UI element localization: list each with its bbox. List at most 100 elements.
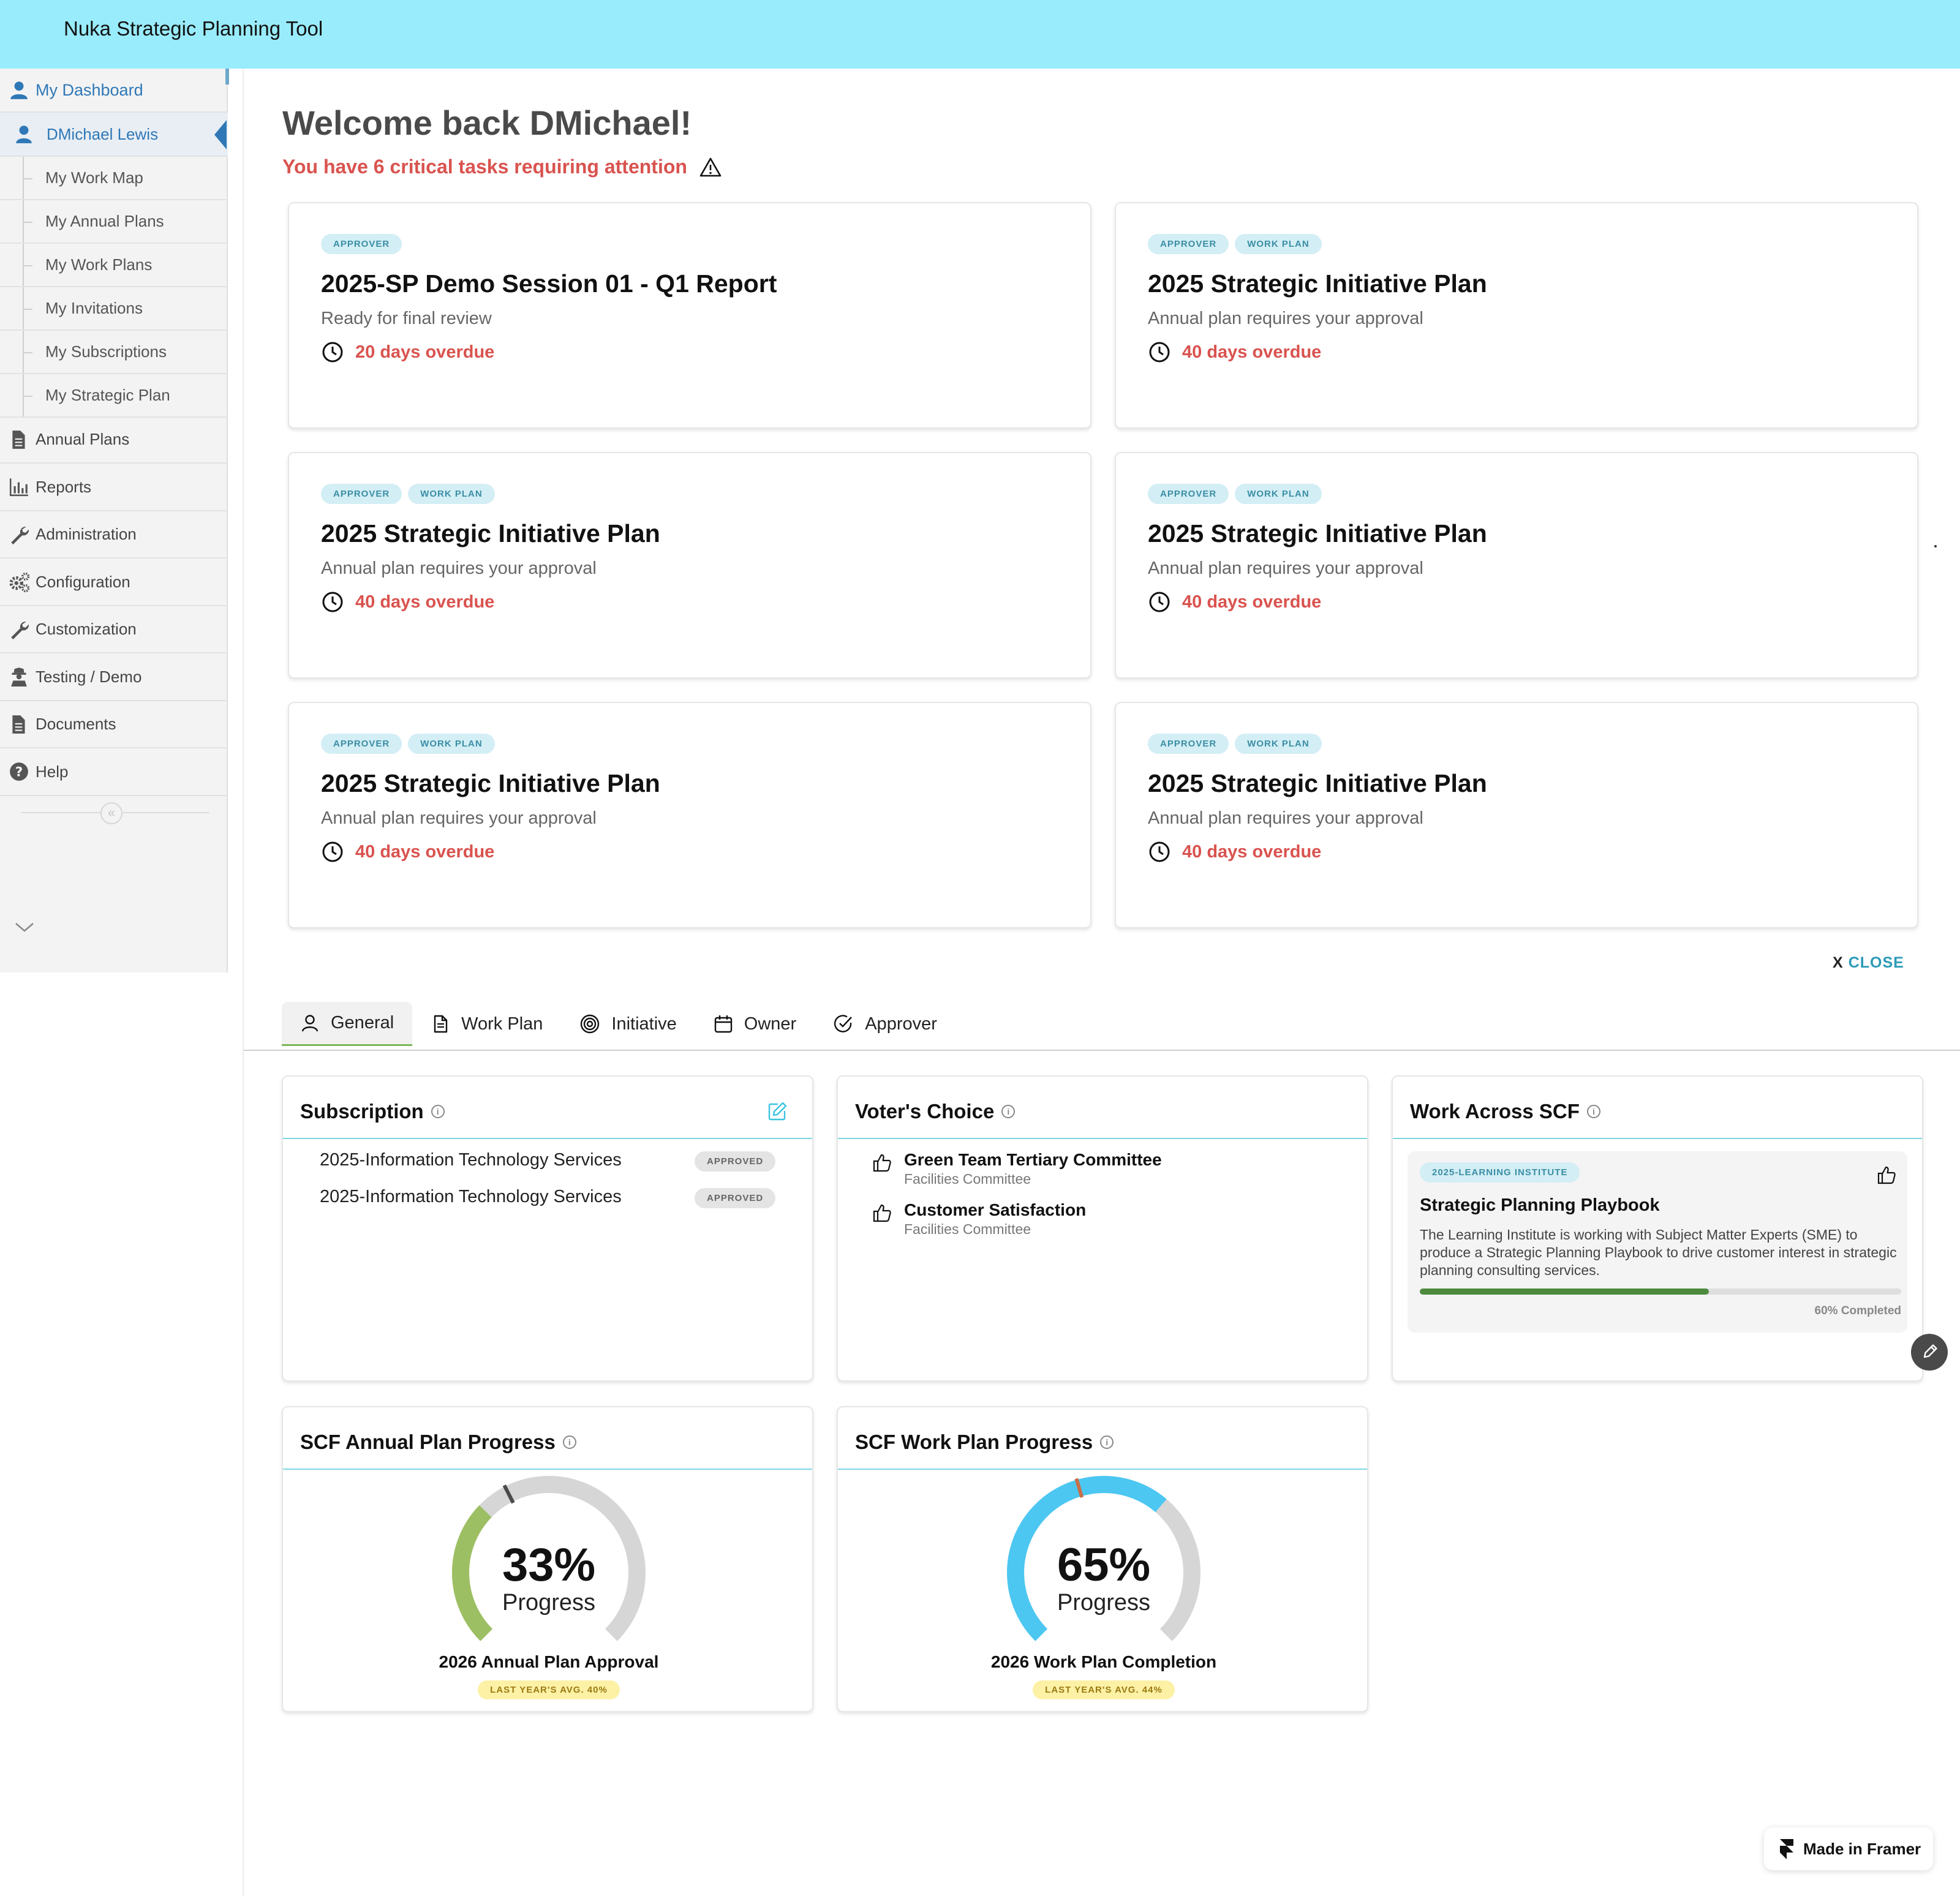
subscription-name[interactable]: 2025-Information Technology Services [320, 1187, 622, 1206]
info-icon[interactable]: i [431, 1105, 445, 1118]
wrench-icon [11, 621, 29, 639]
collapse-sidebar-button[interactable]: « [100, 802, 123, 824]
progress-bar [1420, 1288, 1901, 1295]
target-icon [581, 1014, 600, 1034]
role-tag: APPROVER [321, 734, 402, 754]
tab-label: Initiative [611, 1014, 677, 1034]
task-title[interactable]: 2025 Strategic Initiative Plan [321, 519, 660, 547]
overdue-text: 40 days overdue [1182, 592, 1322, 612]
tab-general[interactable]: General [282, 1002, 413, 1046]
widget-title-text: SCF Annual Plan Progress [300, 1431, 556, 1453]
sidebar-subitem[interactable]: My Strategic Plan [0, 374, 228, 418]
tab-work-plan[interactable]: Work Plan [412, 1002, 561, 1046]
task-title[interactable]: 2025-SP Demo Session 01 - Q1 Report [321, 269, 777, 298]
widget-title: Work Across SCF i [1410, 1100, 1600, 1123]
sidebar-subitem[interactable]: My Work Plans [0, 244, 228, 287]
tree-tick [24, 396, 32, 397]
gauge-label: Progress [502, 1590, 596, 1616]
sidebar-item-administration[interactable]: Administration [0, 511, 228, 559]
sidebar-item-help[interactable]: ? Help [0, 749, 228, 796]
task-description: Ready for final review [321, 309, 492, 328]
role-tag: WORK PLAN [1235, 484, 1322, 504]
tabs-divider [244, 1050, 1960, 1051]
stray-dot [1934, 545, 1937, 547]
sidebar-subitem-label: My Subscriptions [45, 342, 167, 361]
sidebar: My Dashboard DMichael Lewis My Work Map M… [0, 69, 229, 972]
work-across-widget: Work Across SCF i 2025-LEARNING INSTITUT… [1392, 1075, 1923, 1382]
task-card[interactable]: APPROVER WORK PLAN 2025 Strategic Initiati… [1115, 452, 1918, 679]
sidebar-subitem-label: My Work Map [45, 168, 143, 187]
close-tasks-button[interactable]: X CLOSE [1833, 954, 1904, 972]
task-due: 40 days overdue [321, 590, 494, 614]
sidebar-item-documents[interactable]: Documents [0, 701, 228, 748]
info-icon[interactable]: i [1100, 1435, 1114, 1449]
task-description: Annual plan requires your approval [321, 559, 597, 578]
task-card[interactable]: APPROVER 2025-SP Demo Session 01 - Q1 Rep… [288, 202, 1091, 429]
made-in-framer-badge[interactable]: Made in Framer [1764, 1827, 1933, 1870]
gauge-percent: 65% [1057, 1539, 1151, 1591]
sidebar-subitem[interactable]: My Subscriptions [0, 331, 228, 374]
role-tag: APPROVER [321, 234, 402, 254]
vote-item[interactable]: Customer Satisfaction Facilities Committ… [872, 1200, 1086, 1238]
sidebar-item-reports[interactable]: Reports [0, 464, 228, 511]
subscription-name[interactable]: 2025-Information Technology Services [320, 1150, 622, 1170]
sidebar-subitem[interactable]: My Invitations [0, 287, 228, 331]
task-card[interactable]: APPROVER WORK PLAN 2025 Strategic Initiati… [1115, 202, 1918, 429]
widget-title-text: Voter's Choice [855, 1100, 995, 1123]
info-icon[interactable]: i [1586, 1105, 1600, 1118]
role-tag: APPROVER [1148, 234, 1229, 254]
sidebar-item-annual-plans[interactable]: Annual Plans [0, 416, 228, 464]
floating-edit-button[interactable] [1911, 1334, 1948, 1371]
warning-icon [699, 157, 722, 176]
widget-title: Subscription i [300, 1100, 445, 1123]
last-year-badge: LAST YEAR'S AVG. 44% [1033, 1680, 1175, 1699]
chevron-down-icon[interactable] [13, 916, 36, 938]
sidebar-scrollbar[interactable] [225, 69, 229, 85]
sidebar-item-my-dashboard[interactable]: My Dashboard [0, 69, 228, 113]
initiative-description: The Learning Institute is working with S… [1420, 1227, 1897, 1278]
file-icon [434, 1015, 448, 1033]
sidebar-subitem[interactable]: My Annual Plans [0, 200, 228, 244]
sidebar-subitem-label: My Work Plans [45, 255, 153, 274]
user-secret-icon [11, 668, 27, 687]
work-plan-progress-widget: SCF Work Plan Progress i 65% Progress 20… [837, 1406, 1368, 1712]
task-title[interactable]: 2025 Strategic Initiative Plan [1148, 769, 1487, 797]
task-card[interactable]: APPROVER WORK PLAN 2025 Strategic Initiati… [288, 452, 1091, 679]
clock-icon [1149, 592, 1170, 612]
task-title[interactable]: 2025 Strategic Initiative Plan [321, 769, 660, 797]
tree-tick [24, 222, 32, 223]
edit-icon[interactable] [767, 1101, 788, 1122]
info-icon[interactable]: i [1001, 1105, 1016, 1118]
sidebar-subitem[interactable]: My Work Map [0, 157, 228, 200]
sidebar-item-user[interactable]: DMichael Lewis [0, 113, 228, 157]
vote-subtitle: Facilities Committee [904, 1171, 1031, 1187]
sidebar-subitem-label: My Invitations [45, 299, 143, 317]
thumbs-up-icon[interactable] [872, 1203, 893, 1224]
tab-label: General [331, 1013, 394, 1033]
sidebar-item-customization[interactable]: Customization [0, 606, 228, 653]
tab-owner[interactable]: Owner [695, 1002, 815, 1046]
task-due: 40 days overdue [1148, 590, 1321, 614]
tab-label: Approver [865, 1014, 937, 1034]
framer-logo-icon [1780, 1839, 1793, 1859]
tab-initiative[interactable]: Initiative [561, 1002, 695, 1046]
task-card[interactable]: APPROVER WORK PLAN 2025 Strategic Initiati… [288, 702, 1091, 928]
vote-item[interactable]: Green Team Tertiary Committee Facilities… [872, 1150, 1162, 1187]
widget-title-text: SCF Work Plan Progress [855, 1431, 1093, 1453]
check-circle-icon [834, 1015, 853, 1033]
task-title[interactable]: 2025 Strategic Initiative Plan [1148, 269, 1487, 298]
initiative-card[interactable]: 2025-LEARNING INSTITUTE Strategic Planni… [1408, 1151, 1907, 1333]
sidebar-item-testing-demo[interactable]: Testing / Demo [0, 654, 228, 701]
clock-icon [1149, 841, 1170, 862]
task-card[interactable]: APPROVER WORK PLAN 2025 Strategic Initiati… [1115, 702, 1918, 928]
tab-approver[interactable]: Approver [815, 1002, 956, 1046]
thumbs-up-icon[interactable] [1877, 1165, 1898, 1186]
gears-icon [9, 572, 29, 592]
sidebar-item-label: Help [36, 762, 69, 781]
thumbs-up-icon[interactable] [872, 1153, 893, 1173]
task-title[interactable]: 2025 Strategic Initiative Plan [1148, 519, 1487, 547]
task-tags: APPROVER WORK PLAN [1148, 484, 1322, 504]
sidebar-item-configuration[interactable]: Configuration [0, 559, 228, 606]
progress-bar-fill [1420, 1288, 1709, 1295]
info-icon[interactable]: i [562, 1435, 576, 1449]
